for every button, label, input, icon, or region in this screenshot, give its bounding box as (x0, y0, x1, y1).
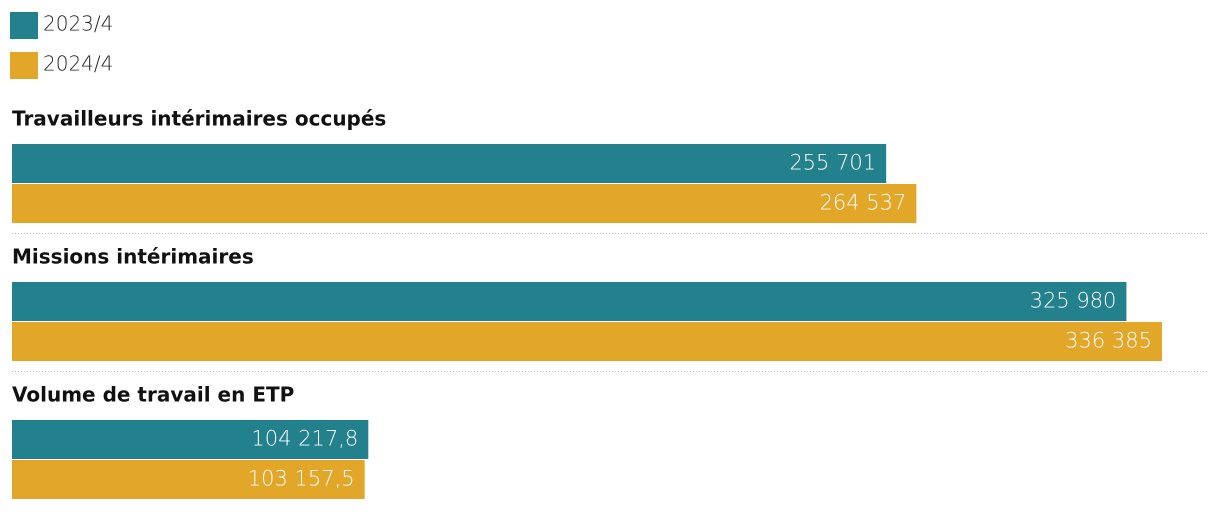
bar (12, 144, 887, 183)
legend-swatch (10, 12, 38, 39)
value-label: 255 701 (789, 151, 876, 175)
legend-label: 2023/4 (43, 12, 113, 36)
legend-label: 2024/4 (43, 52, 113, 76)
bar (12, 460, 365, 499)
value-label: 103 157,5 (248, 467, 355, 491)
value-label: 264 537 (820, 191, 907, 215)
legend-swatch (10, 52, 38, 79)
bar (12, 322, 1162, 361)
bar (12, 184, 917, 223)
category-title: Volume de travail en ETP (12, 383, 294, 407)
value-label: 104 217,8 (251, 427, 358, 451)
bar (12, 282, 1127, 321)
value-label: 325 980 (1030, 289, 1117, 313)
value-label: 336 385 (1065, 329, 1152, 353)
category-title: Travailleurs intérimaires occupés (12, 107, 386, 131)
bar (12, 420, 369, 459)
category-title: Missions intérimaires (12, 245, 254, 269)
